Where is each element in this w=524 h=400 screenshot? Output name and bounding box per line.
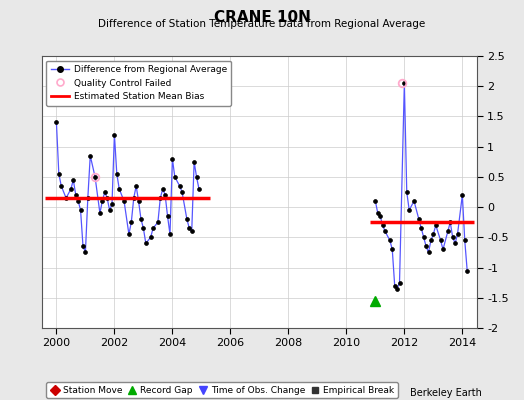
Text: CRANE 10N: CRANE 10N: [214, 10, 310, 25]
Legend: Station Move, Record Gap, Time of Obs. Change, Empirical Break: Station Move, Record Gap, Time of Obs. C…: [47, 382, 398, 398]
Text: Berkeley Earth: Berkeley Earth: [410, 388, 482, 398]
Text: Difference of Station Temperature Data from Regional Average: Difference of Station Temperature Data f…: [99, 19, 425, 29]
